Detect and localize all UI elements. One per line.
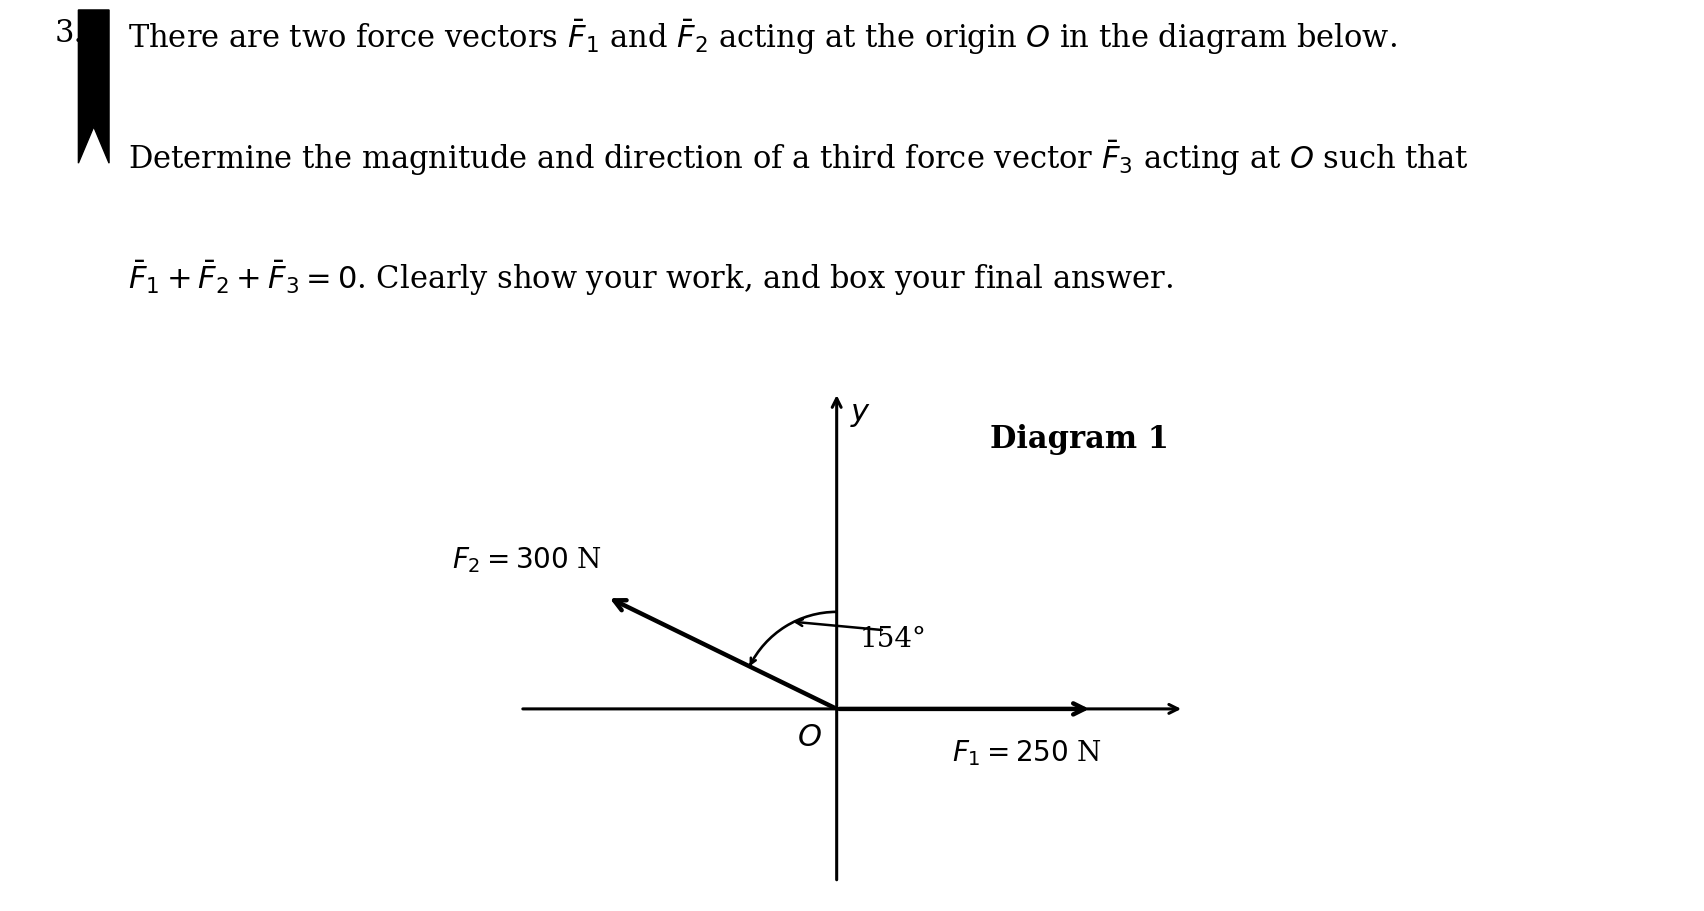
Text: Diagram 1: Diagram 1 [990, 424, 1169, 455]
Text: $F_1 = 250$ N: $F_1 = 250$ N [951, 738, 1102, 767]
Text: Determine the magnitude and direction of a third force vector $\bar{F}_3$ acting: Determine the magnitude and direction of… [128, 138, 1469, 178]
Text: $y$: $y$ [850, 398, 871, 429]
Text: $\bar{F}_1 + \bar{F}_2 + \bar{F}_3 = 0$. Clearly show your work, and box your fi: $\bar{F}_1 + \bar{F}_2 + \bar{F}_3 = 0$.… [128, 259, 1172, 298]
Polygon shape [78, 11, 109, 164]
Text: 154°: 154° [859, 626, 925, 652]
Text: There are two force vectors $\bar{F}_1$ and $\bar{F}_2$ acting at the origin $O$: There are two force vectors $\bar{F}_1$ … [128, 18, 1397, 57]
Text: $O$: $O$ [796, 722, 821, 752]
Text: 3.: 3. [55, 18, 83, 49]
Text: $F_2 = 300$ N: $F_2 = 300$ N [452, 545, 602, 575]
